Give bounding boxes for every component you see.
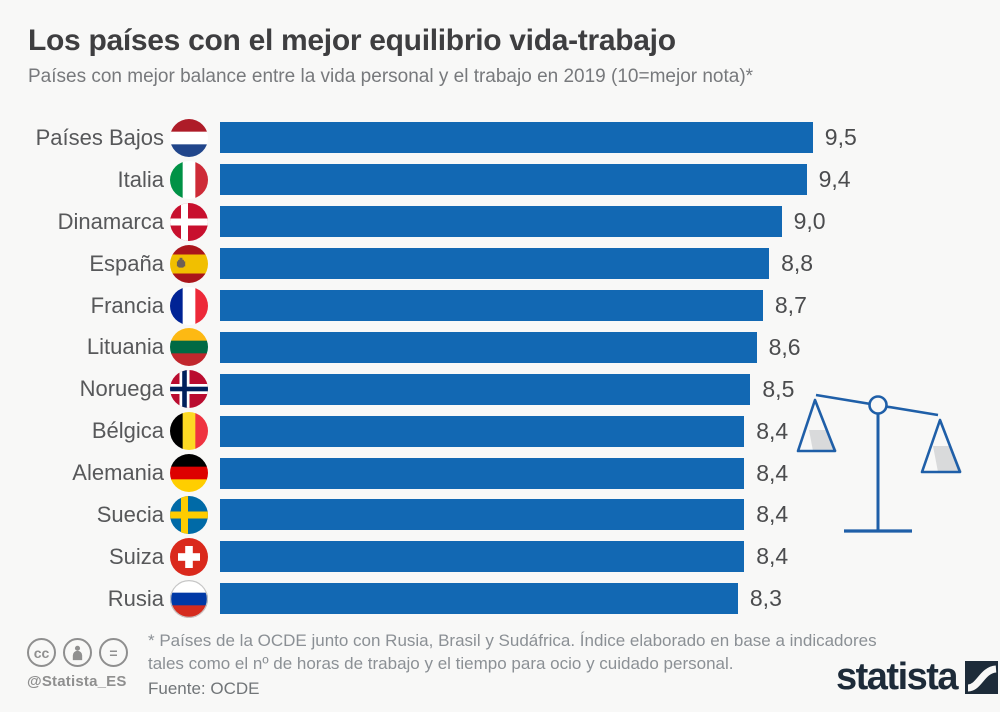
bar — [220, 541, 745, 573]
bar-row: Noruega 8,5 — [28, 368, 888, 410]
statista-logo-square-icon — [965, 661, 999, 694]
bar — [220, 499, 745, 531]
value-label: 8,4 — [756, 417, 789, 444]
flag-icon-france — [170, 286, 208, 325]
value-label: 8,6 — [768, 333, 801, 360]
country-label: Alemania — [72, 460, 164, 486]
balance-scale-svg — [796, 393, 962, 533]
country-label: Noruega — [79, 376, 164, 402]
value-label: 8,3 — [749, 585, 782, 612]
value-label: 9,5 — [824, 124, 857, 151]
statista-logo-text: statista — [836, 656, 959, 698]
value-label: 8,4 — [756, 543, 789, 570]
bar-track: 8,5 — [220, 373, 795, 405]
country-label: Rusia — [107, 585, 164, 611]
bar — [220, 331, 757, 363]
bar-row: Rusia 8,3 — [28, 578, 888, 620]
source-label: Fuente: OCDE — [148, 679, 260, 698]
bar-row: España 8,8 — [28, 243, 888, 285]
footnote: * Países de la OCDE junto con Rusia, Bra… — [148, 631, 877, 673]
bar-track: 8,8 — [220, 248, 814, 280]
flag-icon-sweden — [170, 495, 208, 534]
flag-icon-belgium — [170, 412, 208, 451]
bar-track: 9,5 — [220, 122, 857, 154]
bar — [220, 290, 763, 321]
value-label: 9,0 — [793, 208, 826, 235]
country-label: Bélgica — [91, 418, 164, 444]
chart-title: Los países con el mejor equilibrio vida-… — [28, 24, 676, 57]
value-label: 9,4 — [818, 166, 851, 193]
country-label: Lituania — [86, 334, 164, 360]
cc-by-person-icon — [63, 638, 92, 667]
cc-nd-icon: = — [99, 638, 128, 667]
bar-track: 8,4 — [220, 499, 789, 531]
flag-icon-germany — [170, 454, 208, 493]
bar-row: Francia 8,7 — [28, 285, 888, 327]
bar-row: Suecia 8,4 — [28, 494, 888, 536]
bar — [220, 248, 770, 280]
bar — [220, 583, 738, 615]
flag-icon-netherlands — [170, 118, 208, 157]
flag-icon-spain — [170, 244, 208, 283]
flag-icon-norway — [170, 370, 208, 409]
bar-row: Suiza 8,4 — [28, 536, 888, 578]
flag-icon-italy — [170, 160, 208, 199]
country-label: España — [89, 250, 164, 276]
bar-track: 8,4 — [220, 541, 789, 573]
bar-row: Bélgica 8,4 — [28, 410, 888, 452]
country-label: Países Bajos — [35, 124, 164, 150]
country-label: Italia — [117, 166, 164, 192]
bar-row: Lituania 8,6 — [28, 326, 888, 368]
value-label: 8,4 — [756, 501, 789, 528]
bar-track: 8,4 — [220, 415, 789, 447]
cc-license-block: cc = @Statista_ES — [27, 638, 147, 690]
chart-subtitle: Países con mejor balance entre la vida p… — [28, 66, 754, 87]
flag-icon-switzerland — [170, 537, 208, 576]
country-label: Suiza — [108, 543, 164, 569]
bar-track: 8,6 — [220, 331, 801, 363]
flag-icon-denmark — [170, 202, 208, 241]
cc-icon: cc — [27, 638, 56, 667]
bar-track: 8,7 — [220, 290, 807, 321]
bar — [220, 373, 751, 405]
statista-handle[interactable]: @Statista_ES — [27, 673, 127, 690]
value-label: 8,4 — [756, 459, 789, 486]
flag-icon-lithuania — [170, 328, 208, 367]
bar-track: 8,3 — [220, 583, 782, 615]
bar — [220, 164, 807, 196]
bar-rows: Países Bajos 9,5 Italia 9,4 Dinamarca 9,0 E… — [28, 117, 888, 620]
value-label: 8,8 — [781, 250, 814, 277]
bar-track: 9,4 — [220, 164, 851, 196]
bar — [220, 206, 782, 238]
bar-row: Países Bajos 9,5 — [28, 117, 888, 159]
bar — [220, 415, 745, 447]
bar-row: Italia 9,4 — [28, 159, 888, 201]
bar-row: Dinamarca 9,0 — [28, 201, 888, 243]
statista-logo[interactable]: statista — [836, 656, 999, 699]
bar-row: Alemania 8,4 — [28, 452, 888, 494]
bar-track: 9,0 — [220, 206, 826, 238]
country-label: Suecia — [96, 501, 164, 527]
flag-icon-russia — [170, 579, 208, 618]
bar-chart: Países Bajos 9,5 Italia 9,4 Dinamarca 9,0 E… — [28, 117, 888, 620]
value-label: 8,5 — [762, 375, 795, 402]
country-label: Dinamarca — [57, 208, 164, 234]
cc-icons: cc = — [27, 638, 147, 667]
bar — [220, 122, 813, 154]
balance-scale-icon — [793, 382, 973, 542]
bar — [220, 457, 745, 489]
value-label: 8,7 — [774, 292, 807, 318]
header: Los países con el mejor equilibrio vida-… — [28, 24, 968, 88]
bar-track: 8,4 — [220, 457, 789, 489]
country-label: Francia — [90, 292, 164, 318]
